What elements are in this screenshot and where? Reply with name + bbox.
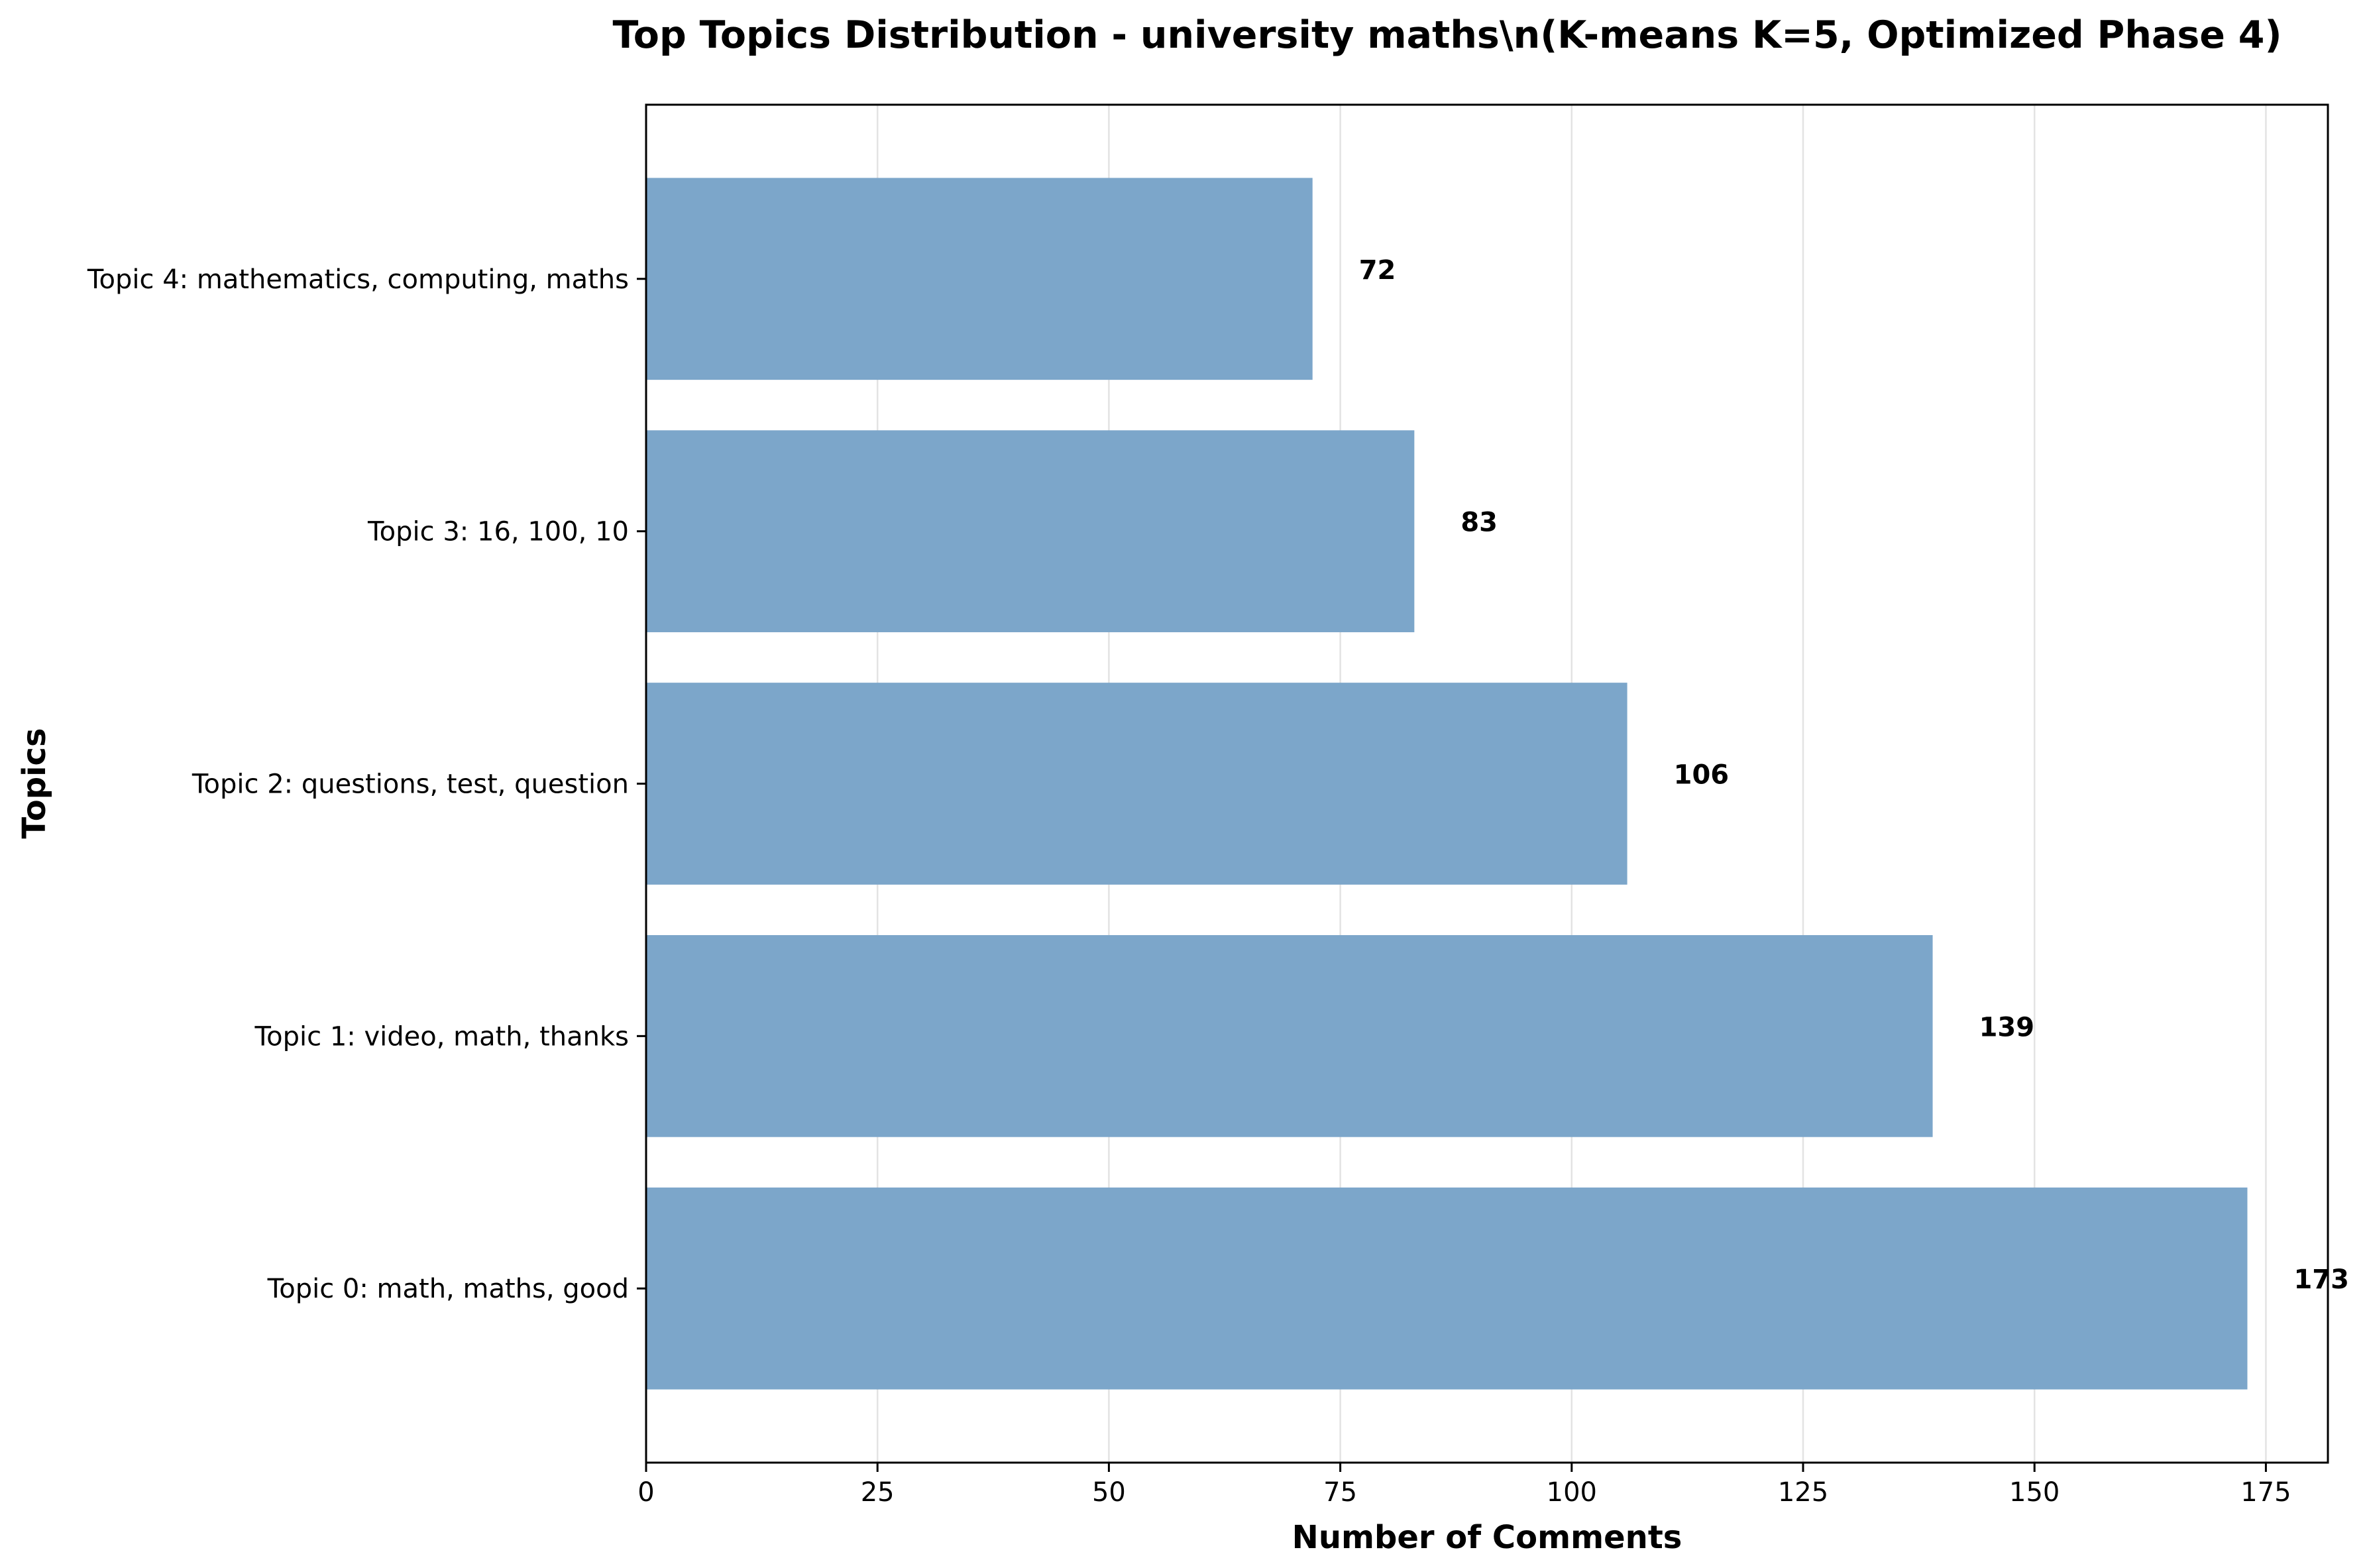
y-tick-label: Topic 2: questions, test, question bbox=[192, 769, 629, 800]
x-tick-label: 125 bbox=[1778, 1477, 1828, 1508]
x-tick-label: 0 bbox=[637, 1477, 654, 1508]
x-tick-label: 50 bbox=[1092, 1477, 1126, 1508]
y-tick-label: Topic 0: math, maths, good bbox=[267, 1274, 629, 1304]
bar-value-label: 83 bbox=[1460, 508, 1498, 538]
bar-value-label: 72 bbox=[1359, 255, 1396, 286]
bars bbox=[646, 178, 2248, 1390]
x-tick-label: 175 bbox=[2240, 1477, 2291, 1508]
y-tick-label: Topic 1: video, math, thanks bbox=[254, 1021, 630, 1052]
x-tick-label: 25 bbox=[861, 1477, 895, 1508]
bar bbox=[646, 1187, 2248, 1390]
bar-value-label: 106 bbox=[1674, 760, 1730, 791]
bar bbox=[646, 178, 1313, 380]
y-axis-label: Topics bbox=[16, 728, 53, 838]
bar bbox=[646, 935, 1933, 1137]
y-tick-label: Topic 4: mathematics, computing, maths bbox=[87, 264, 629, 295]
bar-value-label: 173 bbox=[2293, 1264, 2349, 1295]
chart-title: Top Topics Distribution - university mat… bbox=[612, 13, 2282, 57]
x-tick-label: 150 bbox=[2009, 1477, 2060, 1508]
bar-value-label: 139 bbox=[1979, 1012, 2035, 1042]
value-labels: 173 139 106 83 72 bbox=[1359, 255, 2349, 1295]
x-tick-label: 100 bbox=[1547, 1477, 1597, 1508]
y-axis-ticks: Topic 0: math, maths, good Topic 1: video… bbox=[87, 264, 646, 1304]
x-tick-label: 75 bbox=[1323, 1477, 1357, 1508]
bar bbox=[646, 430, 1415, 632]
bar bbox=[646, 683, 1627, 885]
x-axis-ticks: 0 25 50 75 100 125 150 175 bbox=[637, 1463, 2291, 1508]
x-axis-label: Number of Comments bbox=[1292, 1519, 1682, 1556]
y-tick-label: Topic 3: 16, 100, 10 bbox=[367, 517, 629, 547]
